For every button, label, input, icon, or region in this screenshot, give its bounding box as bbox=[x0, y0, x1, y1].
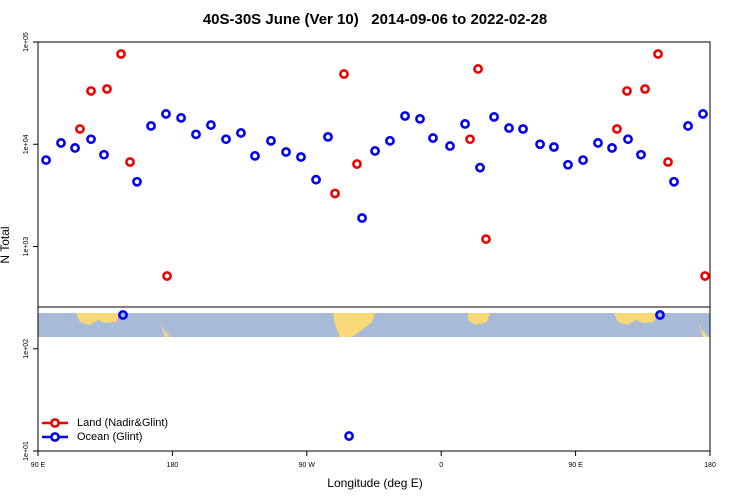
data-point bbox=[663, 157, 673, 167]
y-tick-label: 1e+03 bbox=[23, 237, 30, 257]
y-tick-label: 1e+02 bbox=[23, 339, 30, 359]
data-point bbox=[339, 69, 349, 79]
data-point bbox=[311, 174, 321, 185]
y-axis-label: N Total bbox=[0, 226, 12, 263]
data-point bbox=[698, 109, 708, 119]
data-point bbox=[385, 135, 395, 146]
data-point bbox=[162, 271, 172, 281]
data-point bbox=[86, 134, 96, 145]
data-point bbox=[563, 159, 573, 170]
data-point bbox=[70, 143, 80, 153]
data-point bbox=[489, 112, 499, 122]
data-point bbox=[481, 234, 491, 245]
data-point bbox=[344, 431, 354, 441]
data-point bbox=[281, 147, 291, 157]
data-point bbox=[700, 271, 710, 281]
data-point bbox=[636, 149, 646, 160]
data-point bbox=[607, 143, 617, 153]
data-point bbox=[41, 155, 51, 165]
data-point bbox=[460, 119, 470, 129]
data-point bbox=[176, 113, 186, 123]
data-point bbox=[236, 128, 246, 138]
data-point bbox=[473, 64, 483, 74]
data-point bbox=[357, 213, 367, 223]
chart-title: 40S-30S June (Ver 10) 2014-09-06 to 2022… bbox=[203, 11, 547, 28]
legend-marker bbox=[50, 432, 60, 442]
legend-label: Land (Nadir&Glint) bbox=[77, 417, 168, 429]
x-tick-label: 0 bbox=[439, 462, 443, 469]
x-tick-label: 180 bbox=[167, 462, 179, 469]
data-point bbox=[653, 49, 663, 59]
data-point bbox=[640, 84, 650, 94]
data-point bbox=[612, 124, 622, 134]
data-point bbox=[518, 124, 528, 134]
data-point bbox=[99, 149, 109, 160]
data-point bbox=[86, 86, 96, 96]
legend-label: Ocean (Glint) bbox=[77, 431, 142, 443]
data-point bbox=[116, 49, 126, 59]
data-point bbox=[669, 176, 679, 187]
legend-marker bbox=[50, 418, 60, 428]
data-point bbox=[132, 176, 142, 187]
data-point bbox=[250, 150, 260, 161]
map-strip bbox=[38, 313, 710, 337]
data-point bbox=[415, 113, 425, 124]
data-point bbox=[622, 86, 632, 96]
data-point bbox=[655, 310, 665, 320]
y-tick-label: 1e+01 bbox=[23, 441, 30, 461]
data-point bbox=[75, 124, 85, 134]
data-point bbox=[125, 157, 135, 167]
y-tick-label: 1e+05 bbox=[23, 32, 30, 52]
data-point bbox=[623, 134, 633, 145]
data-point bbox=[118, 310, 128, 320]
data-point bbox=[296, 152, 306, 162]
x-tick-label: 90 E bbox=[31, 462, 46, 469]
x-axis-label: Longitude (deg E) bbox=[327, 476, 422, 490]
data-point bbox=[683, 121, 693, 131]
data-point bbox=[535, 139, 545, 150]
x-tick-label: 180 bbox=[704, 462, 716, 469]
data-point bbox=[146, 121, 156, 131]
data-point bbox=[504, 123, 514, 133]
data-point bbox=[465, 134, 475, 145]
data-point bbox=[161, 109, 171, 119]
data-point bbox=[266, 135, 276, 146]
data-point bbox=[370, 146, 380, 156]
data-point bbox=[191, 129, 201, 140]
data-point bbox=[445, 141, 455, 151]
data-point bbox=[56, 138, 66, 148]
data-point bbox=[221, 134, 231, 145]
data-point bbox=[578, 155, 588, 165]
data-point bbox=[206, 120, 216, 130]
data-point bbox=[102, 84, 112, 94]
data-point bbox=[593, 138, 603, 148]
data-point bbox=[549, 142, 559, 152]
data-point bbox=[323, 132, 333, 142]
data-point bbox=[428, 133, 438, 143]
x-tick-label: 90 E bbox=[568, 462, 583, 469]
data-point bbox=[352, 159, 362, 169]
data-point bbox=[475, 162, 485, 173]
plot-frame bbox=[37, 41, 711, 452]
x-tick-label: 90 W bbox=[299, 462, 316, 469]
y-tick-label: 1e+04 bbox=[23, 134, 30, 154]
data-point bbox=[400, 111, 410, 121]
data-point bbox=[330, 188, 340, 199]
